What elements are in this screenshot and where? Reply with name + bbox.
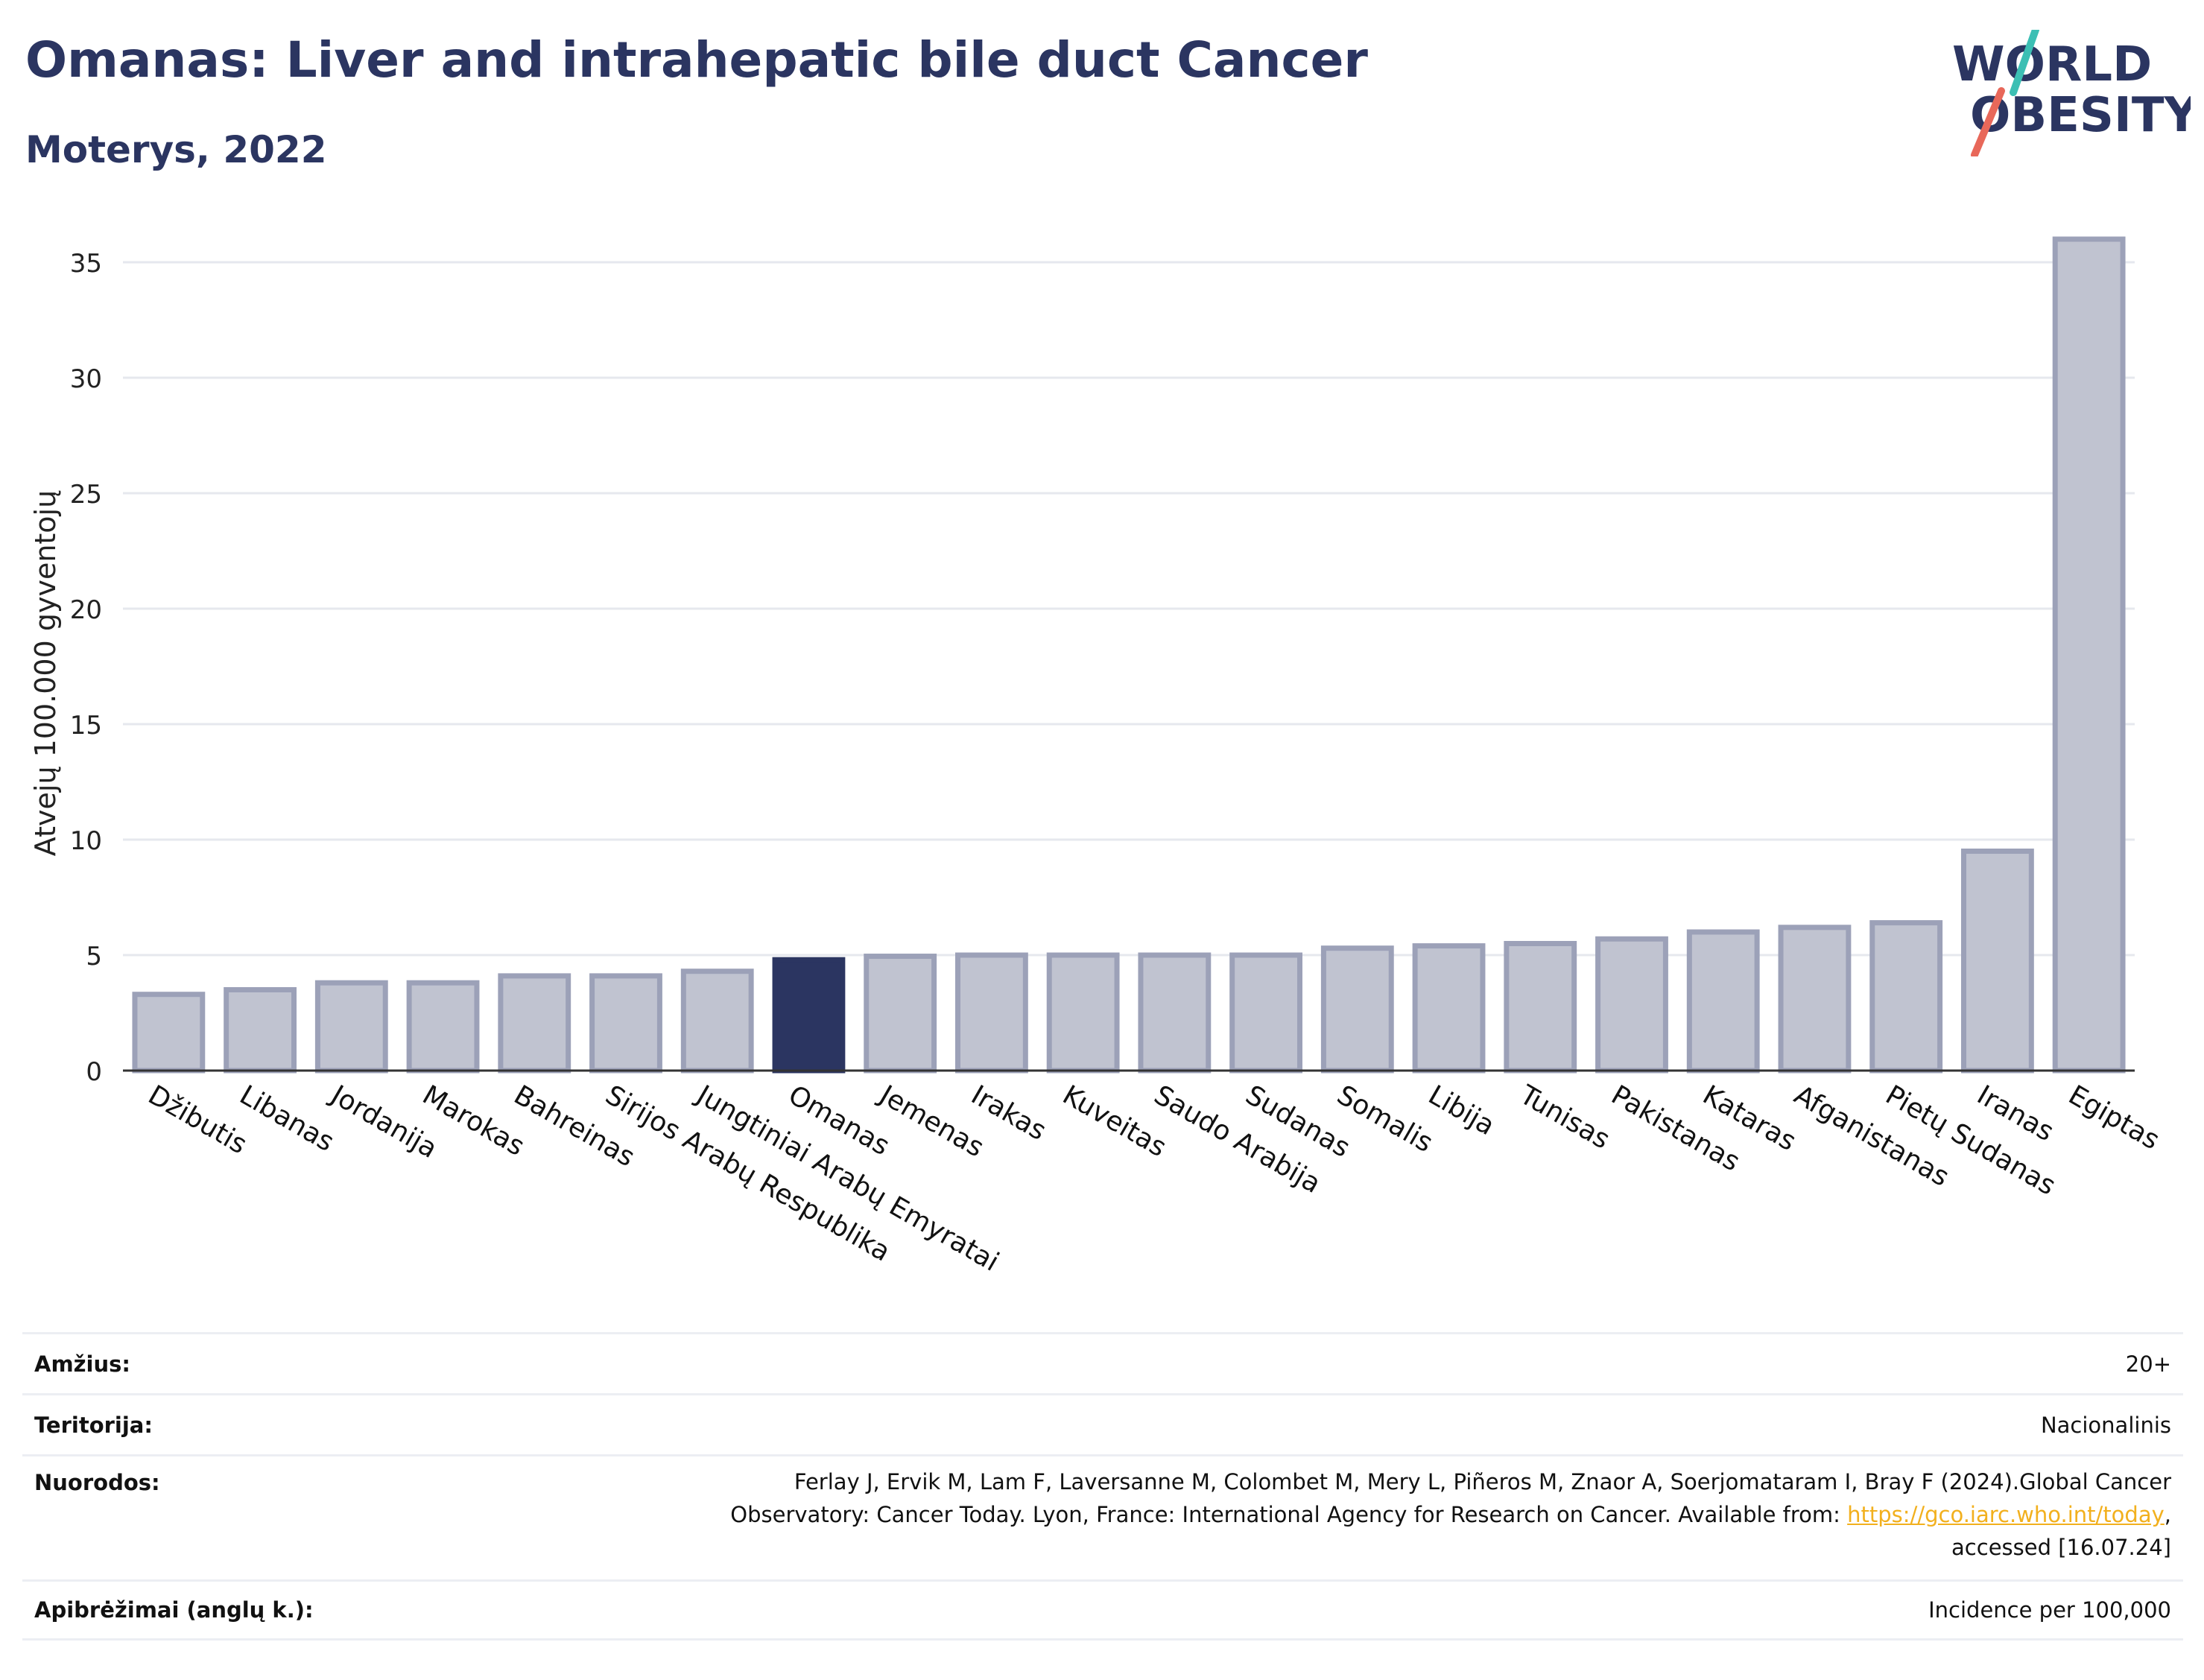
- y-tick-label: 20: [70, 595, 102, 625]
- reference-link[interactable]: https://gco.iarc.who.int/today: [1847, 1502, 2165, 1527]
- bar: [1046, 952, 1120, 1074]
- reference-line-2-text: Observatory: Cancer Today. Lyon, France:…: [730, 1502, 1848, 1527]
- bar: [132, 992, 206, 1074]
- bar: [589, 973, 662, 1074]
- bar: [1961, 849, 2034, 1074]
- metadata-table: Amžius: 20+ Teritorija: Nacionalinis Nuo…: [22, 1332, 2183, 1641]
- chart-title: Omanas: Liver and intrahepatic bile duct…: [25, 31, 1368, 89]
- bar: [314, 980, 388, 1074]
- bar-chart: 0 5 10 15 20 25 30 35 DžibutisLibanasJordanijaM…: [29, 236, 2165, 1278]
- meta-row-territory: Teritorija: Nacionalinis: [22, 1393, 2183, 1454]
- y-tick-label: 25: [70, 480, 102, 510]
- meta-row-references: Nuorodos: Ferlay J, Ervik M, Lam F, Lave…: [22, 1454, 2183, 1579]
- bar: [955, 952, 1028, 1074]
- y-axis-ticks: 0 5 10 15 20 25 30 35: [70, 249, 102, 1087]
- bar: [1686, 929, 1760, 1074]
- x-tick-label: Egiptas: [2063, 1080, 2165, 1156]
- logo-slash-coral-icon: [1971, 87, 2005, 156]
- meta-value-definitions: Incidence per 100,000: [1928, 1597, 2171, 1623]
- y-tick-label: 10: [70, 826, 102, 856]
- y-axis-label: Atvejų 100.000 gyventojų: [29, 490, 62, 856]
- x-tick-label: Afganistanas: [1789, 1080, 1954, 1193]
- bar: [1869, 920, 1943, 1074]
- y-tick-label: 5: [86, 942, 102, 971]
- meta-row-age: Amžius: 20+: [22, 1332, 2183, 1393]
- reference-line-2: Observatory: Cancer Today. Lyon, France:…: [730, 1498, 2171, 1531]
- x-tick-label: Kuveitas: [1057, 1080, 1171, 1163]
- meta-row-definitions: Apibrėžimai (anglų k.): Incidence per 10…: [22, 1579, 2183, 1641]
- bar: [498, 973, 571, 1074]
- y-tick-label: 35: [70, 249, 102, 279]
- bar: [406, 980, 480, 1074]
- bars: [132, 236, 2126, 1074]
- meta-label-definitions: Apibrėžimai (anglų k.):: [34, 1597, 314, 1623]
- x-tick-label: Libanas: [235, 1080, 340, 1158]
- y-tick-label: 30: [70, 364, 102, 394]
- logo-line2: OBESITY: [1970, 88, 2191, 143]
- x-tick-label: Tunisas: [1514, 1080, 1615, 1156]
- bar: [680, 969, 754, 1074]
- bar: [1138, 952, 1212, 1074]
- meta-value-references: Ferlay J, Ervik M, Lam F, Laversanne M, …: [730, 1465, 2171, 1579]
- meta-value-age: 20+: [2125, 1351, 2171, 1377]
- x-axis-tick-labels: DžibutisLibanasJordanijaMarokasBahreinas…: [143, 1079, 2165, 1278]
- x-tick-label: Jordanija: [325, 1079, 443, 1164]
- bar: [864, 954, 937, 1074]
- bar-highlight: [772, 957, 846, 1074]
- meta-label-references: Nuorodos:: [34, 1470, 160, 1495]
- bar: [1778, 925, 1852, 1074]
- chart-subtitle: Moterys, 2022: [25, 128, 327, 171]
- x-tick-label: Džibutis: [143, 1080, 252, 1160]
- meta-value-territory: Nacionalinis: [2040, 1412, 2171, 1438]
- y-tick-label: 15: [70, 711, 102, 741]
- reference-line-3: accessed [16.07.24]: [1951, 1535, 2171, 1560]
- bar: [1595, 936, 1668, 1074]
- grid-lines: [123, 261, 2135, 957]
- logo-slash-teal-icon: [2010, 30, 2039, 96]
- meta-label-age: Amžius:: [34, 1351, 130, 1377]
- bar: [1412, 943, 1486, 1074]
- reference-line-1: Ferlay J, Ervik M, Lam F, Laversanne M, …: [794, 1469, 2171, 1494]
- meta-label-territory: Teritorija:: [34, 1412, 153, 1438]
- x-tick-label: Jemenas: [873, 1079, 989, 1163]
- bar: [2052, 236, 2126, 1074]
- logo-line1: WORLD: [1952, 37, 2152, 92]
- reference-line-2-end: ,: [2164, 1502, 2171, 1527]
- y-tick-label: 0: [86, 1057, 102, 1087]
- bar: [1320, 945, 1394, 1074]
- bar: [1229, 952, 1302, 1074]
- world-obesity-logo: WORLD OBESITY: [1952, 30, 2191, 156]
- bar: [1504, 941, 1577, 1074]
- bar: [224, 987, 297, 1074]
